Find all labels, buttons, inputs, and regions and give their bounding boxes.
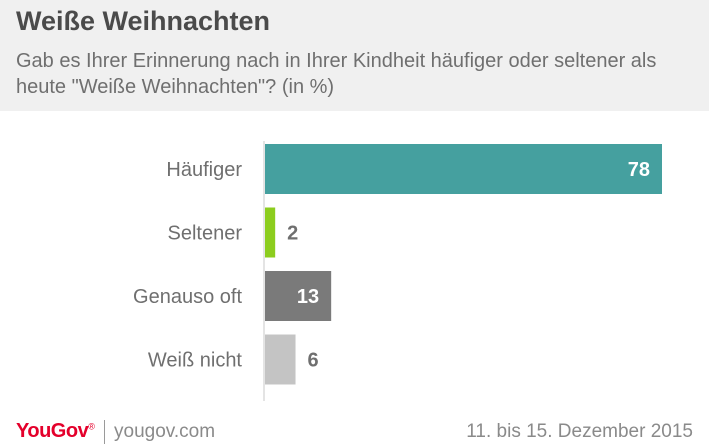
bar-seltener <box>265 207 276 258</box>
yougov-logo: YouGov® <box>16 420 95 442</box>
category-label-weiß-nicht: Weiß nicht <box>148 350 243 372</box>
chart-title: Weiße Weihnachten <box>16 6 271 36</box>
footer-site: yougov.com <box>114 421 216 442</box>
bar-weiß-nicht <box>265 334 296 385</box>
bar-genauso-oft <box>265 271 332 321</box>
chart-subtitle: Gab es Ihrer Erinnerung nach in Ihrer Ki… <box>16 50 657 98</box>
value-label-genauso-oft: 13 <box>297 286 319 308</box>
bar-chart: Häufiger 78 Seltener 2 Genauso oft 13 Weiß nic… <box>133 141 662 401</box>
bar-häufiger <box>265 144 662 194</box>
survey-date: 11. bis 15. Dezember 2015 <box>466 421 693 442</box>
value-label-häufiger: 78 <box>628 159 650 181</box>
category-label-genauso-oft: Genauso oft <box>133 286 242 308</box>
value-label-weiß-nicht: 6 <box>308 350 319 372</box>
category-label-seltener: Seltener <box>168 223 243 245</box>
value-label-seltener: 2 <box>287 223 298 245</box>
category-label-häufiger: Häufiger <box>166 159 242 181</box>
footer-divider <box>104 420 105 444</box>
chart-header: Weiße Weihnachten Gab es Ihrer Erinnerun… <box>0 0 709 111</box>
